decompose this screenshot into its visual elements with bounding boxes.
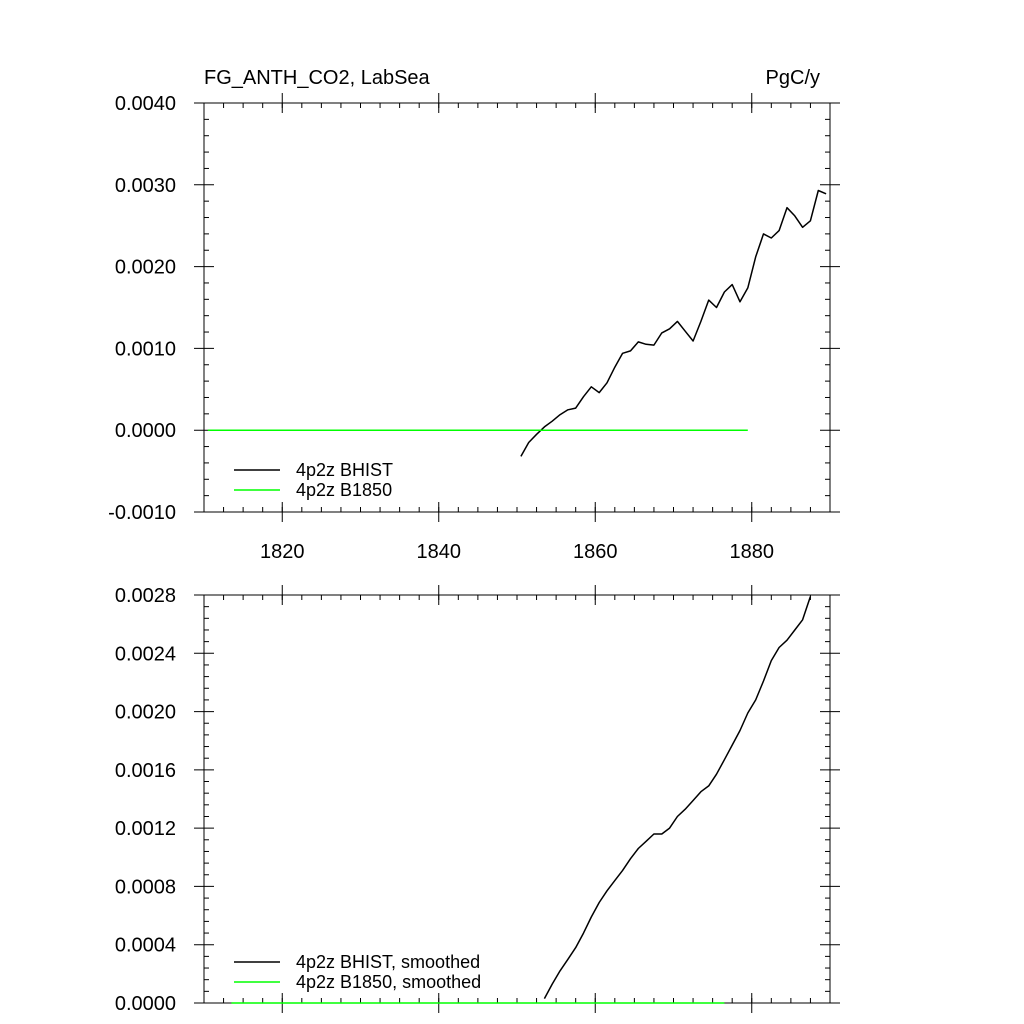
- chart-units: PgC/y: [766, 67, 820, 89]
- y-tick-label: 0.0010: [115, 338, 176, 360]
- x-tick-label: 1840: [417, 541, 462, 563]
- x-tick-label: 1860: [573, 541, 618, 563]
- y-tick-label: 0.0028: [115, 585, 176, 607]
- x-tick-label: 1820: [260, 541, 305, 563]
- legend-label: 4p2z BHIST, smoothed: [296, 952, 480, 972]
- plot-frame: [203, 102, 831, 513]
- y-tick-label: 0.0004: [115, 935, 176, 957]
- y-tick-label: 0.0040: [115, 93, 176, 115]
- y-tick-label: 0.0020: [115, 257, 176, 279]
- series-line-bhist: [543, 596, 812, 999]
- series-line-bhist: [520, 189, 827, 457]
- legend-label: 4p2z B1850, smoothed: [296, 972, 481, 992]
- y-tick-label: 0.0030: [115, 175, 176, 197]
- y-tick-label: 0.0000: [115, 420, 176, 442]
- y-tick-label: 0.0008: [115, 876, 176, 898]
- chart-title: FG_ANTH_CO2, LabSea: [204, 67, 431, 89]
- y-tick-label: 0.0016: [115, 760, 176, 782]
- x-tick-label: 1880: [730, 541, 775, 563]
- legend-label: 4p2z B1850: [296, 480, 392, 500]
- y-tick-label: 0.0000: [115, 993, 176, 1015]
- chart-panel-bottom: 0.0000 0.0004 0.0008 0.0012 0.0016 0.0020 0.00…: [115, 585, 840, 1015]
- y-tick-label: -0.0010: [108, 502, 176, 524]
- y-tick-label: 0.0020: [115, 702, 176, 724]
- chart-panel-top: 1820 1840 1860 1880 -0.0010 0.0000 0.0010 0.002…: [108, 67, 840, 563]
- y-tick-label: 0.0012: [115, 818, 176, 840]
- legend-label: 4p2z BHIST: [296, 460, 393, 480]
- y-tick-label: 0.0024: [115, 643, 176, 665]
- plot-frame: [203, 594, 831, 1004]
